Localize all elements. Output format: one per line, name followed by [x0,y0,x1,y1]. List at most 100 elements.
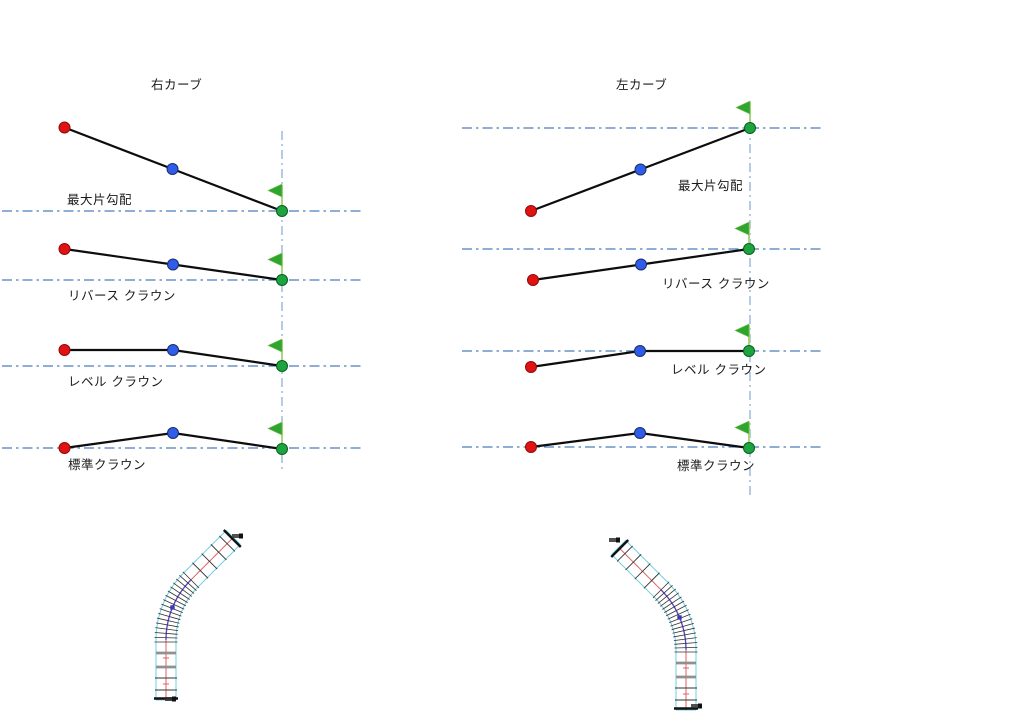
section-tick-dense-plan-view-right-curve [182,571,200,589]
station-label-dot-plan-view-left-curve [698,703,702,709]
road-edge-right-plan-view-left-curve [611,554,677,710]
station-label-mark-plan-view-left-curve [691,704,699,708]
station-label-mark-plan-view-right-curve [165,697,173,701]
section-tick-dense-plan-view-right-curve [155,622,179,628]
flag-icon-level-crown-left-curve [734,323,750,338]
section-tick-dense-plan-view-left-curve [665,604,687,617]
pivot-point-green-reverse-crown-right-curve [276,274,288,286]
row-label-max-superelevation-right: 最大片勾配 [67,192,133,207]
section-tick-dense-plan-view-left-curve [662,596,682,610]
road-edge-left-plan-view-right-curve [155,530,227,700]
outer-edge-point-red-max-superelevation-right-curve [58,121,71,134]
station-end-tick-plan-view-left-curve [610,539,630,558]
section-tick-dense-plan-view-right-curve [167,590,188,604]
road-endcap-plan-view-left-curve [611,540,627,555]
section-tick-dense-plan-view-left-curve [659,592,679,607]
flag-icon-reverse-crown-left-curve [734,221,750,236]
station-label-dot-plan-view-right-curve [172,696,176,702]
section-tick-dense-plan-view-right-curve [179,574,197,591]
centerline-point-blue-normal-crown-right-curve [167,427,179,439]
curve-midpoint-marker-plan-view-left-curve [677,615,682,620]
section-tick-dense-plan-view-left-curve [671,622,694,631]
section-tick-dense-plan-view-right-curve [173,582,193,597]
curve-midpoint-marker-plan-view-right-curve [170,605,175,610]
panel-title-right-curve: 右カーブ [151,77,203,92]
flag-icon-normal-crown-right-curve [267,421,283,436]
section-tick-plan-view-left-curve [625,554,642,571]
station-label-mark-plan-view-left-curve [609,538,617,542]
pivot-point-green-max-superelevation-right-curve [276,205,288,217]
station-end-tick-plan-view-right-curve [222,529,242,548]
section-tick-dense-plan-view-right-curve [175,578,195,594]
row-label-normal-crown-right: 標準クラウン [68,457,147,472]
road-edge-left-plan-view-left-curve [625,540,697,710]
section-tick-dense-plan-view-left-curve [667,609,689,620]
section-tick-dense-plan-view-left-curve [657,588,677,604]
section-tick-dense-plan-view-left-curve [674,642,698,645]
centerline-point-blue-normal-crown-left-curve [634,427,646,439]
pivot-point-green-reverse-crown-left-curve [743,243,755,255]
road-curve-line-plan-view-left-curve [660,589,687,650]
section-tick-dense-plan-view-left-curve [672,627,696,634]
section-tick-dense-plan-view-right-curve [156,617,180,624]
station-label-mark-plan-view-right-curve [232,534,240,538]
row-label-reverse-crown-left: リバース クラウン [662,276,770,291]
section-tick-dense-plan-view-right-curve [163,599,185,610]
station-label-dot-plan-view-right-curve [239,533,243,539]
road-curve-line-plan-view-right-curve [165,579,192,640]
outer-edge-point-red-max-superelevation-left-curve [525,205,537,217]
pivot-point-green-normal-crown-right-curve [276,443,288,455]
pivot-point-green-normal-crown-left-curve [743,442,755,454]
flag-icon-max-superelevation-left-curve [735,100,751,115]
row-label-max-superelevation-left: 最大片勾配 [678,178,744,193]
outer-edge-point-red-normal-crown-left-curve [525,441,537,453]
section-tick-dense-plan-view-right-curve [158,612,181,621]
flag-icon-max-superelevation-right-curve [267,183,283,198]
flag-icon-level-crown-right-curve [267,338,283,353]
centerline-point-blue-level-crown-right-curve [167,344,179,356]
flag-icon-normal-crown-left-curve [734,420,750,435]
section-tick-dense-plan-view-right-curve [165,594,187,607]
section-tick-dense-plan-view-left-curve [652,581,670,599]
section-tick-dense-plan-view-right-curve [154,632,178,635]
section-tick-dense-plan-view-right-curve [170,586,190,600]
section-tick-plan-view-left-curve [634,563,651,580]
station-label-dot-plan-view-left-curve [616,537,620,543]
centerline-point-blue-level-crown-left-curve [634,345,646,357]
outer-edge-point-red-level-crown-right-curve [58,344,71,356]
section-tick-dense-plan-view-left-curve [673,632,697,638]
section-tick-plan-view-right-curve [219,535,236,552]
row-label-level-crown-left: レベル クラウン [671,362,767,377]
outer-edge-point-red-reverse-crown-left-curve [527,274,539,286]
row-label-level-crown-right: レベル クラウン [68,374,164,389]
section-tick-dense-plan-view-right-curve [155,627,179,631]
row-label-normal-crown-left: 標準クラウン [677,458,756,473]
section-tick-dense-plan-view-left-curve [664,600,685,614]
section-tick-dense-plan-view-right-curve [154,636,178,639]
section-tick-dense-plan-view-left-curve [674,646,698,649]
pivot-point-green-max-superelevation-left-curve [744,122,756,134]
centerline-point-blue-reverse-crown-left-curve [635,258,647,271]
section-tick-dense-plan-view-left-curve [673,637,697,641]
pivot-point-green-level-crown-right-curve [276,360,288,372]
section-tick-plan-view-right-curve [210,544,227,561]
section-tick-dense-plan-view-left-curve [655,584,673,601]
section-tick-plan-view-right-curve [192,562,209,579]
panel-title-left-curve: 左カーブ [616,77,668,92]
centerline-point-blue-reverse-crown-right-curve [167,258,179,271]
centerline-point-blue-max-superelevation-left-curve [634,163,647,176]
road-edge-right-plan-view-right-curve [175,544,241,700]
section-tick-plan-view-right-curve [201,553,218,570]
outer-edge-point-red-normal-crown-right-curve [58,442,71,454]
outer-edge-point-red-level-crown-left-curve [525,361,537,373]
section-tick-dense-plan-view-left-curve [670,618,693,627]
section-tick-plan-view-left-curve [643,572,660,589]
flag-icon-reverse-crown-right-curve [267,252,283,267]
section-tick-plan-view-left-curve [616,545,633,562]
centerline-point-blue-max-superelevation-right-curve [166,163,179,175]
outer-edge-point-red-reverse-crown-right-curve [58,243,71,255]
row-label-reverse-crown-right: リバース クラウン [68,288,176,303]
section-tick-dense-plan-view-right-curve [159,608,182,617]
